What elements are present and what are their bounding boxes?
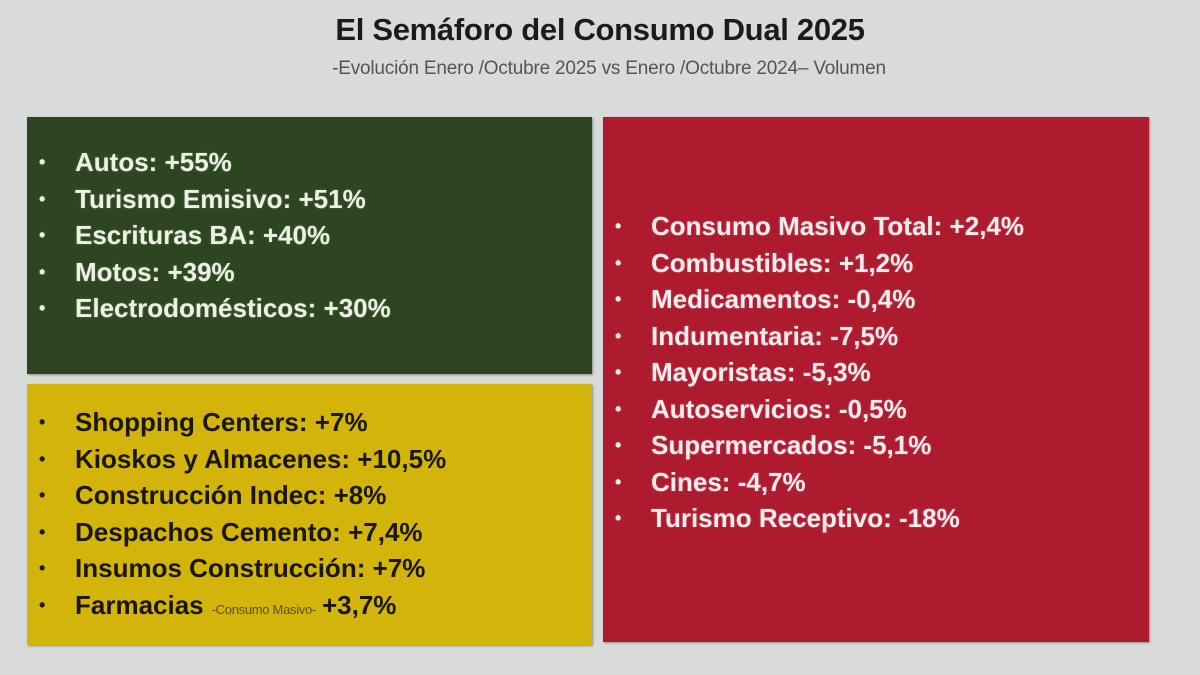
page-title: El Semáforo del Consumo Dual 2025 [335, 12, 865, 47]
bullet-icon: • [39, 558, 46, 578]
item-value: +1,2% [838, 247, 914, 278]
list-item: • Escrituras BA: +40% [27, 217, 592, 254]
red-panel: • Consumo Masivo Total: +2,4% • Combustibl… [603, 117, 1149, 642]
list-item: • Turismo Emisivo: +51% [27, 181, 592, 218]
item-label: Electrodomésticos: [75, 293, 317, 323]
item-label: Kioskos y Almacenes: [75, 443, 351, 474]
item-value: +2,4% [949, 211, 1024, 241]
bullet-icon: • [615, 508, 622, 528]
item-label: Combustibles: [651, 247, 832, 278]
list-item: • Turismo Receptivo: -18% [603, 500, 1149, 537]
item-label: Autos: [75, 147, 158, 177]
list-item: • Shopping Centers: +7% [27, 404, 592, 441]
yellow-list: • Shopping Centers: +7% • Kioskos y Almace… [27, 404, 592, 623]
item-label: Insumos Construcción: [75, 553, 366, 583]
item-note: -Consumo Masivo- [211, 601, 317, 617]
bullet-icon: • [615, 216, 622, 236]
list-item: • Mayoristas: -5,3% [603, 354, 1149, 391]
list-item: • Combustibles: +1,2% [603, 245, 1149, 282]
list-item: • Farmacias -Consumo Masivo- +3,7% [27, 587, 592, 624]
bullet-icon: • [615, 362, 622, 382]
green-list: • Autos: +55% • Turismo Emisivo: +51% • Esc… [27, 144, 592, 327]
list-item: • Medicamentos: -0,4% [603, 281, 1149, 318]
item-value: +40% [262, 220, 331, 250]
bullet-icon: • [615, 252, 622, 273]
item-value: -7,5% [830, 320, 899, 351]
list-item: • Cines: -4,7% [603, 464, 1149, 501]
bullet-icon: • [39, 521, 46, 542]
item-label: Despachos Cemento: [75, 516, 341, 547]
bullet-icon: • [39, 261, 46, 282]
page-subtitle: -Evolución Enero /Octubre 2025 vs Enero … [332, 58, 886, 79]
item-value: -4,7% [737, 466, 806, 497]
list-item: • Consumo Masivo Total: +2,4% [603, 208, 1149, 245]
item-value: -0,4% [847, 284, 916, 314]
item-label: Shopping Centers: [75, 407, 308, 437]
item-value: +51% [298, 183, 366, 214]
list-item: • Motos: +39% [27, 254, 592, 291]
list-item: • Indumentaria: -7,5% [603, 318, 1149, 355]
bullet-icon: • [615, 289, 622, 309]
item-value: +8% [333, 480, 387, 510]
bullet-icon: • [615, 325, 622, 346]
item-label: Construcción Indec: [75, 480, 327, 510]
list-item: • Autos: +55% [27, 144, 592, 181]
list-item: • Insumos Construcción: +7% [27, 550, 592, 587]
item-label: Supermercados: [651, 430, 857, 460]
item-value: +55% [164, 147, 232, 177]
bullet-icon: • [39, 152, 46, 172]
item-value: +7% [314, 407, 368, 437]
bullet-icon: • [39, 225, 46, 245]
red-list: • Consumo Masivo Total: +2,4% • Combustibl… [603, 208, 1149, 537]
bullet-icon: • [615, 471, 622, 492]
list-item: • Autoservicios: -0,5% [603, 391, 1149, 428]
list-item: • Electrodomésticos: +30% [27, 290, 592, 327]
item-label: Autoservicios: [651, 393, 832, 424]
item-value: +10,5% [357, 443, 447, 474]
item-label: Consumo Masivo Total: [651, 211, 943, 241]
item-value: +7,4% [348, 516, 423, 547]
item-label: Farmacias [75, 589, 204, 620]
list-item: • Construcción Indec: +8% [27, 477, 592, 514]
bullet-icon: • [615, 398, 622, 419]
item-value: -5,1% [863, 430, 932, 460]
item-label: Turismo Receptivo: [651, 503, 892, 533]
item-label: Mayoristas: [651, 357, 796, 387]
bullet-icon: • [39, 188, 46, 209]
item-value: -5,3% [802, 357, 871, 387]
item-label: Turismo Emisivo: [75, 183, 292, 214]
item-label: Escrituras BA: [75, 220, 256, 250]
bullet-icon: • [615, 435, 622, 455]
item-value: +3,7% [321, 589, 397, 620]
item-value: +7% [372, 553, 426, 583]
item-label: Motos: [75, 256, 161, 287]
bullet-icon: • [39, 412, 46, 432]
item-label: Medicamentos: [651, 284, 841, 314]
bullet-icon: • [39, 485, 46, 505]
bullet-icon: • [39, 448, 46, 469]
list-item: • Supermercados: -5,1% [603, 427, 1149, 464]
list-item: • Kioskos y Almacenes: +10,5% [27, 441, 592, 478]
item-label: Indumentaria: [651, 320, 823, 351]
list-item: • Despachos Cemento: +7,4% [27, 514, 592, 551]
yellow-panel: • Shopping Centers: +7% • Kioskos y Almace… [27, 384, 592, 645]
item-value: +39% [167, 256, 235, 287]
bullet-icon: • [39, 594, 46, 615]
item-label: Cines: [651, 466, 731, 497]
bullet-icon: • [39, 298, 46, 318]
green-panel: • Autos: +55% • Turismo Emisivo: +51% • Esc… [27, 117, 592, 374]
item-value: -0,5% [838, 393, 907, 424]
item-value: +30% [323, 293, 391, 323]
item-value: -18% [899, 503, 960, 533]
